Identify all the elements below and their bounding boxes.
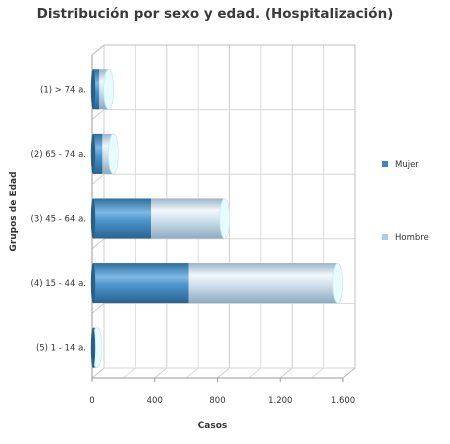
bar-start-cap: [90, 327, 96, 368]
x-tick-label: 1.600: [331, 396, 355, 406]
legend-label-mujer: Mujer: [395, 160, 419, 170]
category-label: (5) 1 - 14 a.: [36, 344, 86, 354]
bar-end-cap: [219, 198, 231, 239]
plot-frame: [91, 44, 356, 379]
bar-hombre: [151, 198, 225, 239]
gridline-floor: [217, 367, 230, 379]
x-tick-label: 800: [209, 396, 225, 406]
bar-start-cap: [90, 263, 96, 304]
bar-end-cap: [332, 262, 344, 304]
gridline-floor: [154, 367, 168, 379]
bar-start-cap: [90, 198, 96, 239]
bar-hombre: [188, 263, 338, 304]
gridline-floor-minor: [248, 367, 262, 379]
gridline-wall: [91, 238, 105, 250]
y-axis-title: Grupos de Edad: [9, 171, 19, 251]
legend-swatch-mujer: [382, 161, 388, 167]
gridline-floor-minor: [311, 367, 324, 379]
chart-title: Distribución por sexo y edad. (Hospitali…: [36, 6, 394, 22]
bar-start-cap: [90, 69, 96, 110]
x-tick-label: 1.200: [268, 396, 292, 406]
legend-label-hombre: Hombre: [395, 233, 429, 243]
category-label: (3) 45 - 64 a.: [31, 215, 86, 225]
legend-swatch-hombre: [382, 234, 388, 240]
gridline-wall: [91, 173, 105, 185]
category-label: (1) > 74 a.: [40, 85, 86, 95]
gridline-wall: [91, 109, 105, 120]
gridline-wall: [91, 303, 105, 314]
x-tick-label: 0: [89, 396, 94, 406]
bar-end-cap: [103, 68, 115, 110]
gridline-floor: [279, 367, 293, 379]
bar-end-cap: [107, 133, 119, 175]
bar-start-cap: [90, 133, 96, 174]
bar-mujer: [93, 133, 103, 174]
gridline-floor-minor: [123, 367, 136, 379]
category-label: (2) 65 - 74 a.: [31, 150, 86, 160]
category-label: (4) 15 - 44 a.: [31, 279, 86, 289]
bar-hombre: [102, 133, 114, 174]
gridline-wall: [91, 367, 105, 379]
bar-mujer: [93, 69, 100, 110]
gridline-floor-minor: [185, 367, 199, 379]
bar-mujer: [93, 263, 189, 304]
bar-mujer: [93, 198, 152, 239]
x-axis-title: Casos: [198, 421, 228, 431]
x-tick-label: 400: [147, 396, 163, 406]
